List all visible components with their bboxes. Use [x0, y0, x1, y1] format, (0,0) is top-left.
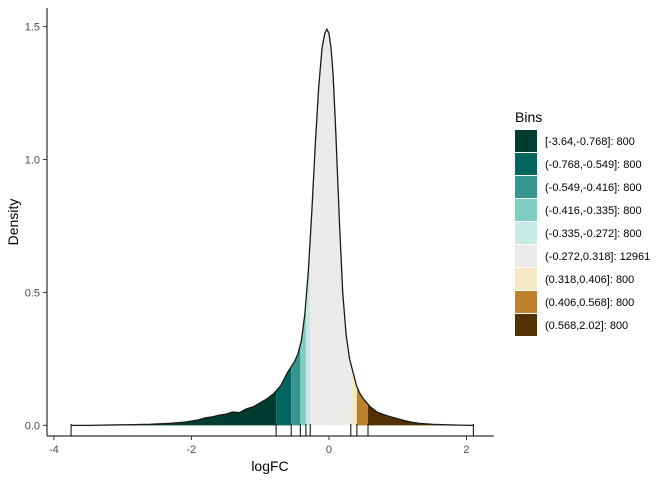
density-curve — [71, 27, 474, 427]
bin-area-4 — [300, 300, 306, 426]
legend-label: (0.568,2.02]: 800 — [545, 320, 628, 332]
rug-ticks — [70, 424, 474, 436]
legend-swatch — [515, 268, 537, 290]
y-axis-title: Density — [5, 199, 21, 246]
legend-swatch — [515, 245, 537, 267]
bin-area-6 — [310, 29, 351, 426]
legend-label: (-0.272,0.318]: 12961 — [545, 251, 650, 263]
bin-area-7 — [350, 363, 357, 426]
legend-label: (-0.416,-0.335]: 800 — [545, 205, 642, 217]
plot-panel — [70, 27, 474, 436]
x-axis: -4 -2 0 2 — [47, 435, 494, 456]
y-tick-label: 1.0 — [25, 155, 40, 167]
legend-swatch — [515, 130, 537, 152]
legend-label: (0.318,0.406]: 800 — [545, 274, 634, 286]
legend-swatch — [515, 176, 537, 198]
bin-areas — [71, 29, 474, 426]
legend-swatch — [515, 291, 537, 313]
legend-label: (-0.549,-0.416]: 800 — [545, 182, 642, 194]
legend-title: Bins — [515, 109, 542, 125]
legend-label: [-3.64,-0.768]: 800 — [545, 136, 635, 148]
legend: Bins [-3.64,-0.768]: 800 (-0.768,-0.549]:… — [515, 109, 650, 336]
bin-area-2 — [276, 366, 292, 426]
y-axis: 0.0 0.5 1.0 1.5 — [25, 8, 48, 436]
bin-area-3 — [291, 344, 301, 426]
y-tick-label: 0.0 — [25, 420, 40, 432]
legend-label: (0.406,0.568]: 800 — [545, 297, 634, 309]
legend-swatch — [515, 314, 537, 336]
y-tick-label: 1.5 — [25, 22, 40, 34]
legend-swatch — [515, 222, 537, 244]
bin-area-1 — [71, 390, 277, 426]
bin-area-9 — [368, 404, 474, 426]
legend-swatch — [515, 199, 537, 221]
x-axis-title: logFC — [251, 458, 288, 474]
legend-label: (-0.335,-0.272]: 800 — [545, 228, 642, 240]
x-tick-label: 0 — [326, 444, 332, 456]
bin-area-8 — [356, 386, 369, 426]
legend-label: (-0.768,-0.549]: 800 — [545, 159, 642, 171]
x-tick-label: -4 — [49, 444, 59, 456]
x-tick-label: 2 — [463, 444, 469, 456]
x-tick-label: -2 — [187, 444, 197, 456]
legend-swatch — [515, 153, 537, 175]
y-tick-label: 0.5 — [25, 287, 40, 299]
bin-area-5 — [305, 238, 311, 426]
